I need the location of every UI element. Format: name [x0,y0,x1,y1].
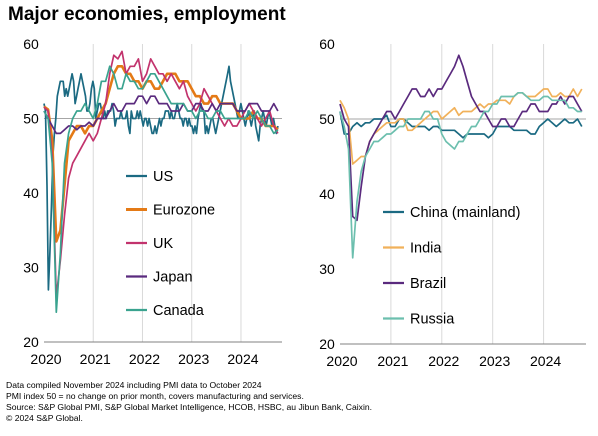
x-tick-label: 2020 [326,353,357,369]
y-tick-label: 40 [319,186,335,202]
series-line-uk [43,50,279,299]
y-tick-label: 30 [23,260,39,276]
y-tick-label: 50 [319,111,335,127]
x-tick-label: 2023 [178,351,209,367]
footnote-source: Source: S&P Global PMI, S&P Global Marke… [6,402,373,412]
legend-label: Japan [153,270,193,286]
legend-label: Canada [153,303,205,319]
x-tick-label: 2020 [30,351,61,367]
y-tick-label: 20 [319,336,335,352]
legend-label: India [410,241,442,257]
x-tick-label: 2022 [129,351,160,367]
y-tick-label: 50 [23,111,39,127]
y-tick-label: 60 [319,36,335,52]
chart-major-economies-left: 20 30 40 50 60 2020 2021 2022 2023 2024 US Eurozone… [23,36,282,367]
x-tick-label: 2021 [377,353,408,369]
page-title: Major economies, employment [8,4,286,25]
x-tick-label: 2024 [530,353,561,369]
y-tick-label: 20 [23,334,39,350]
legend-label: Russia [410,312,455,328]
series-line-canada [43,65,279,314]
chart-major-economies-right: 20 30 40 50 60 2020 2021 2022 2023 2024 China (mai… [319,36,586,369]
legend-label: UK [153,236,173,252]
x-tick-label: 2023 [479,353,510,369]
legend-label: Brazil [410,276,446,292]
legend-label: US [153,169,173,185]
x-tick-label: 2022 [428,353,459,369]
legend-label: China (mainland) [410,205,520,221]
series-line-brazil [339,54,583,222]
y-tick-label: 60 [23,36,39,52]
footnote-pmi-definition: PMI index 50 = no change on prior month,… [6,391,304,401]
x-tick-label: 2024 [227,351,258,367]
footnote-copyright: © 2024 S&P Global. [6,413,83,423]
series-line-china-mainland [339,111,583,139]
series-line-india [339,88,583,165]
footnote-data-compiled: Data compiled November 2024 including PM… [6,380,262,390]
legend-label: Eurozone [153,203,215,219]
series-line-japan [43,95,279,135]
y-tick-label: 30 [319,261,335,277]
y-tick-label: 40 [23,185,39,201]
x-tick-label: 2021 [80,351,111,367]
series-line-russia [339,91,582,259]
